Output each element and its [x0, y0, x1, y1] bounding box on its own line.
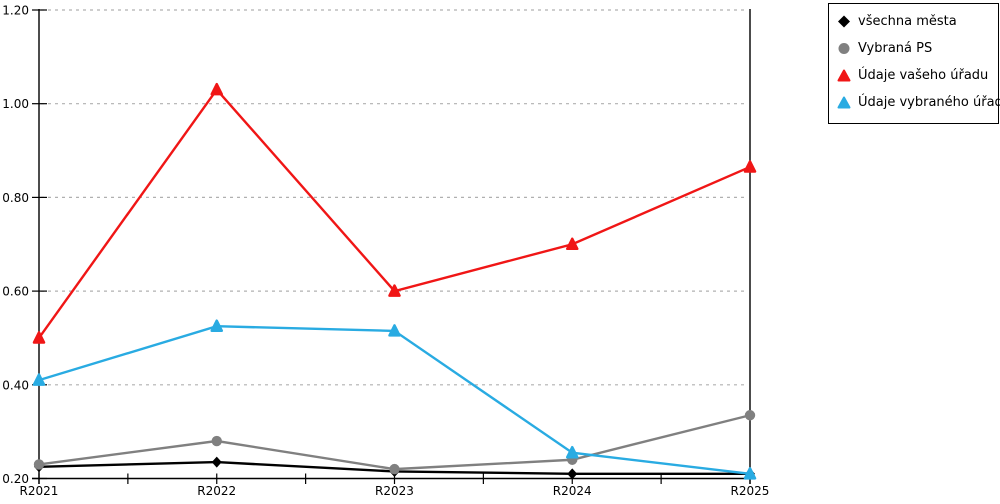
- data-point-triangle: [32, 373, 46, 386]
- diamond-marker-icon: [837, 14, 858, 29]
- data-point-triangle: [566, 445, 579, 459]
- data-point-circle: [389, 463, 400, 475]
- x-tick-label: R2024: [553, 484, 592, 498]
- triangle-marker-icon: [837, 95, 858, 110]
- legend-label: Vybraná PS: [858, 41, 933, 56]
- x-tick-label: R2022: [197, 484, 236, 498]
- circle-marker-icon: [837, 41, 858, 56]
- legend-label: Údaje vybraného úřadu: [858, 95, 1000, 110]
- data-point-triangle: [566, 237, 579, 250]
- x-tick-label: R2021: [20, 484, 59, 498]
- data-point-triangle: [32, 331, 46, 344]
- data-point-triangle: [743, 467, 757, 480]
- series-line-2: [38, 87, 751, 339]
- y-tick-label: 1.20: [2, 4, 29, 18]
- y-tick-label: 0.60: [2, 285, 29, 299]
- x-tick-label: R2023: [375, 484, 414, 498]
- series-line-3: [38, 325, 751, 476]
- legend-label: všechna města: [858, 14, 957, 29]
- data-point-triangle: [388, 284, 401, 297]
- data-point-triangle: [210, 82, 223, 96]
- x-tick-label: R2025: [731, 484, 770, 498]
- data-point-circle: [744, 410, 756, 421]
- data-point-triangle: [210, 319, 223, 332]
- data-point-circle: [211, 435, 222, 447]
- y-tick-label: 1.00: [2, 97, 29, 111]
- y-tick-label: 0.40: [2, 378, 29, 392]
- data-point-diamond: [567, 468, 578, 480]
- y-tick-label: 0.80: [2, 191, 29, 205]
- data-point-triangle: [743, 160, 757, 173]
- data-point-triangle: [388, 324, 401, 337]
- legend-item: Vybraná PS: [837, 35, 998, 62]
- data-point-diamond: [211, 456, 222, 468]
- data-point-circle: [33, 459, 45, 470]
- legend-item: Údaje vašeho úřadu: [837, 62, 998, 89]
- triangle-marker-icon: [837, 68, 858, 83]
- y-tick-label: 0.20: [2, 472, 29, 486]
- legend-item: Údaje vybraného úřadu: [837, 89, 1000, 116]
- legend-label: Údaje vašeho úřadu: [858, 68, 989, 83]
- legend-item: všechna města: [837, 8, 998, 35]
- legend: všechna města Vybraná PS Údaje vašeho úřad…: [828, 3, 1000, 124]
